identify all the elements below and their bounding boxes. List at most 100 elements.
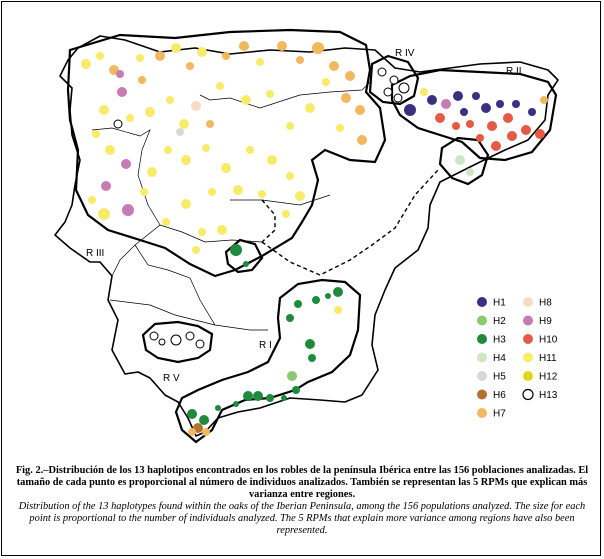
population-point xyxy=(441,99,451,109)
r2-inner-outline xyxy=(438,136,490,186)
population-point xyxy=(96,52,104,60)
population-point xyxy=(122,204,134,216)
population-point xyxy=(170,334,182,346)
population-point xyxy=(186,62,194,70)
population-point xyxy=(98,208,110,220)
population-point xyxy=(286,314,294,322)
population-point xyxy=(296,56,304,64)
population-point xyxy=(355,105,365,115)
population-point xyxy=(507,131,517,141)
population-point xyxy=(147,167,157,177)
population-point xyxy=(158,338,166,346)
population-point xyxy=(281,395,287,401)
population-point xyxy=(126,114,134,122)
legend-label-h4: H4 xyxy=(493,353,506,364)
population-point xyxy=(460,108,468,116)
population-point xyxy=(404,104,416,116)
population-point xyxy=(192,246,200,254)
legend-swatch-h12 xyxy=(523,371,533,381)
legend-label-h1: H1 xyxy=(493,298,506,309)
caption-english: Distribution of the 13 haplotypes found … xyxy=(18,501,586,536)
population-point xyxy=(191,101,201,111)
population-point xyxy=(253,391,263,401)
population-point xyxy=(136,54,144,62)
population-point xyxy=(287,371,297,381)
legend-label-h12: H12 xyxy=(539,372,558,383)
population-point xyxy=(305,339,315,349)
population-point xyxy=(308,354,316,362)
legend-swatch-h2 xyxy=(477,315,487,326)
legend-swatch-h8 xyxy=(523,297,533,307)
population-point xyxy=(452,122,460,130)
population-point xyxy=(312,296,320,304)
population-point xyxy=(427,95,437,105)
population-point xyxy=(277,41,287,51)
legend-swatch-h5 xyxy=(477,371,487,381)
population-point xyxy=(81,59,91,69)
population-point xyxy=(329,61,339,71)
iberian-haplotype-map: R IV R II R III R I R V xyxy=(54,28,559,444)
population-point xyxy=(295,191,305,201)
population-point xyxy=(246,146,254,154)
legend-swatch-h6 xyxy=(477,389,487,400)
population-point xyxy=(312,42,324,54)
population-point xyxy=(243,261,249,267)
population-point xyxy=(171,43,181,53)
population-point xyxy=(398,82,410,94)
population-point xyxy=(179,119,189,129)
population-point xyxy=(185,331,195,341)
legend-label-h13: H13 xyxy=(539,390,558,401)
population-point xyxy=(215,405,221,411)
population-point xyxy=(333,287,343,297)
population-point xyxy=(389,75,399,85)
r4-outline xyxy=(368,54,420,106)
population-point xyxy=(145,107,155,117)
legend-label-h11: H11 xyxy=(539,353,557,364)
population-point xyxy=(325,293,331,299)
population-point xyxy=(138,76,146,84)
population-point xyxy=(188,428,196,436)
legend-label-h5: H5 xyxy=(493,372,506,383)
caption-spanish: Fig. 2.–Distribución de los 13 haplotipo… xyxy=(15,465,589,500)
population-point xyxy=(113,119,123,129)
population-point xyxy=(199,415,209,425)
population-point xyxy=(266,394,274,402)
population-point xyxy=(491,141,501,151)
legend-swatch-h10 xyxy=(523,334,533,344)
population-point xyxy=(155,51,165,61)
rpm-outlines xyxy=(66,28,558,444)
legend-label-h2: H2 xyxy=(493,316,506,327)
population-point xyxy=(206,120,214,128)
population-point xyxy=(166,96,174,104)
population-point xyxy=(420,88,428,96)
population-point xyxy=(217,225,227,235)
population-point xyxy=(512,100,520,108)
population-point xyxy=(208,188,216,196)
legend-label-h3: H3 xyxy=(493,335,506,346)
population-point xyxy=(521,125,531,135)
haplotype-legend: H1 H2 H3 H4 H5 H6 H7 H8 H9 H10 H11 H12 H13 xyxy=(477,297,558,420)
region-label-r5: R V xyxy=(163,373,180,384)
legend-swatch-h11 xyxy=(523,352,533,363)
population-point xyxy=(305,103,315,113)
population-point xyxy=(476,134,484,142)
population-point xyxy=(198,228,206,236)
population-point xyxy=(334,306,342,314)
population-point xyxy=(233,185,243,195)
population-point xyxy=(377,67,387,77)
population-point xyxy=(202,428,210,436)
population-point xyxy=(216,82,224,90)
population-point xyxy=(286,122,294,130)
population-point xyxy=(101,181,111,191)
population-point xyxy=(267,155,277,165)
population-point xyxy=(286,172,294,180)
legend-swatch-h13 xyxy=(522,388,534,401)
legend-label-h6: H6 xyxy=(493,390,506,401)
population-point xyxy=(472,92,480,100)
population-point xyxy=(241,95,251,105)
legend-label-h7: H7 xyxy=(493,409,506,420)
population-point xyxy=(195,339,205,349)
region-label-r4: R IV xyxy=(395,48,415,59)
population-point xyxy=(202,144,210,152)
